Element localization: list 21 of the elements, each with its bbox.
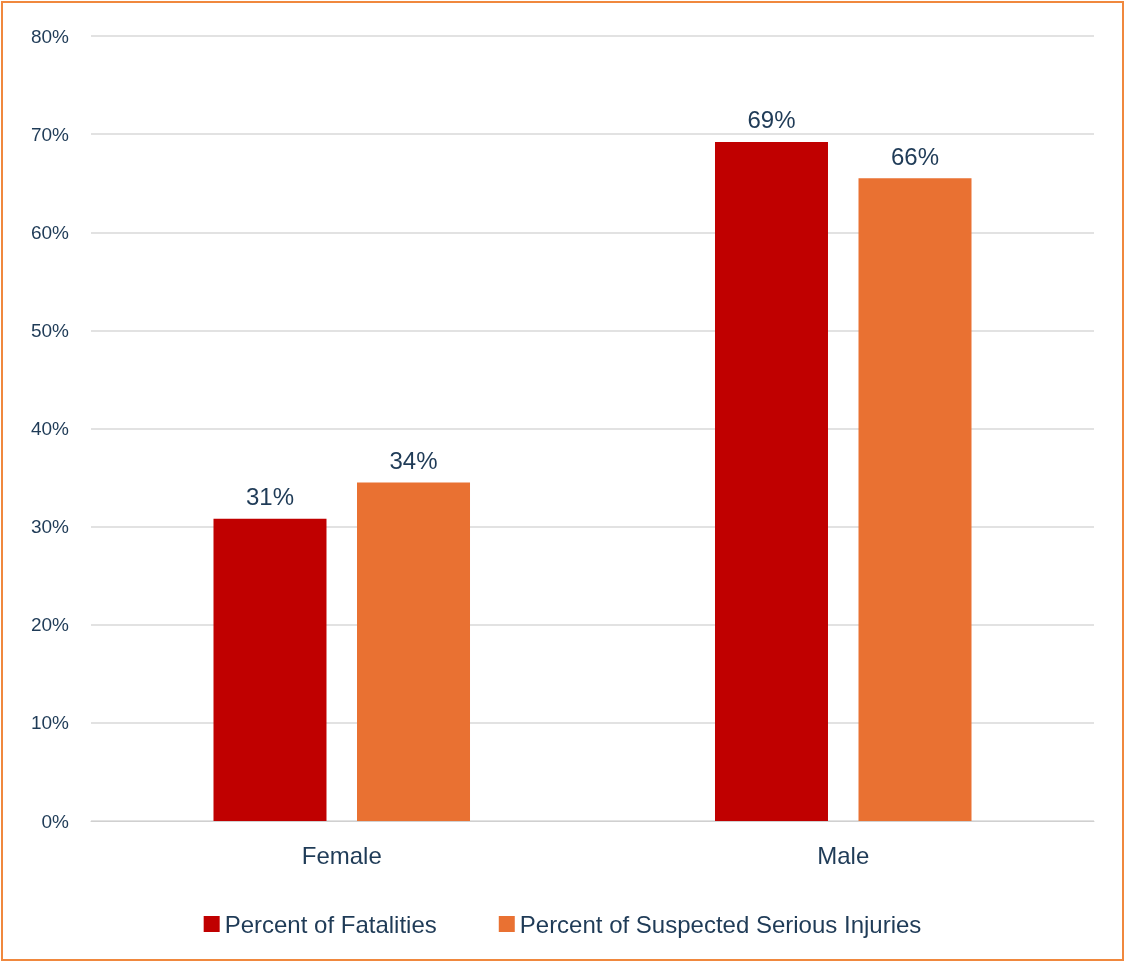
y-tick-label: 80% [30, 25, 70, 47]
data-label: 34% [389, 446, 438, 474]
y-tick-label: 30% [30, 516, 70, 538]
data-label: 66% [890, 142, 940, 170]
data-label: 31% [245, 483, 295, 511]
legend-label: Percent of Suspected Serious Injuries [519, 910, 922, 938]
y-tick-label: 60% [30, 221, 70, 243]
y-tick-label: 20% [30, 614, 70, 636]
bar [715, 141, 828, 821]
x-tick-label: Male [817, 841, 870, 869]
data-label: 69% [747, 106, 796, 134]
y-tick-label: 50% [30, 319, 70, 341]
legend-label: Percent of Fatalities [224, 910, 437, 938]
bar [213, 518, 327, 821]
bar [357, 482, 471, 821]
y-tick-label: 10% [30, 712, 70, 734]
y-tick-label: 0% [41, 810, 70, 832]
bar [858, 178, 972, 821]
x-tick-label: Female [301, 841, 382, 869]
y-tick-label: 40% [30, 418, 70, 439]
y-tick-label: 70% [30, 123, 70, 145]
